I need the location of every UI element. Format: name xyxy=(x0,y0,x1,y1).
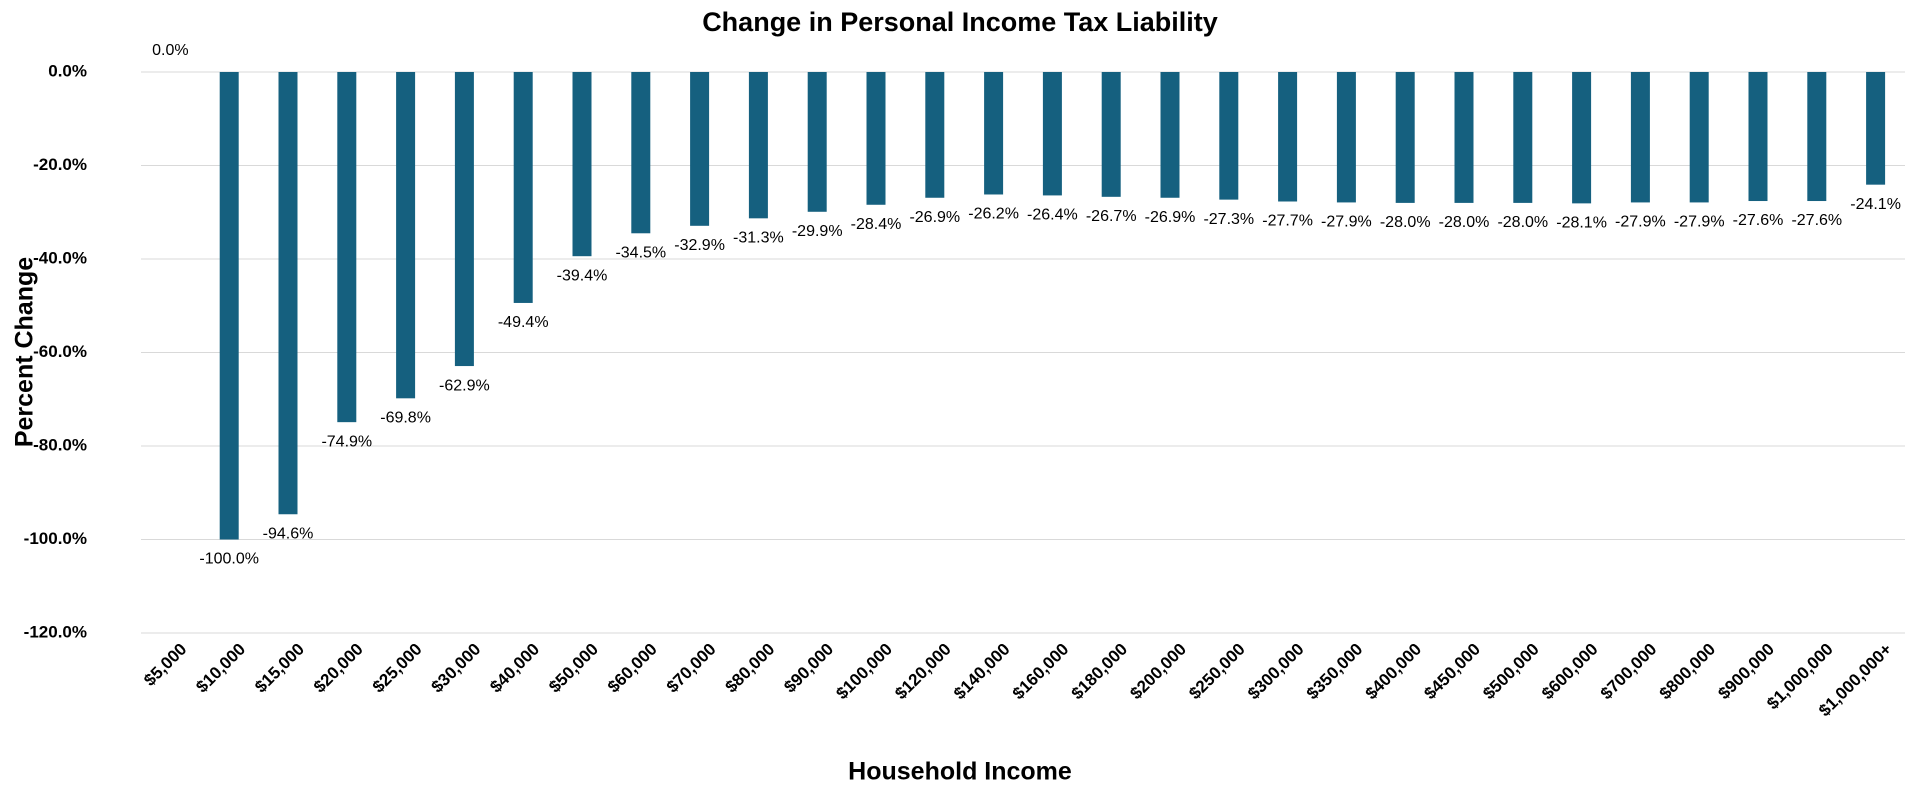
x-tick-label: $800,000 xyxy=(1656,640,1720,704)
x-tick-label: $400,000 xyxy=(1362,640,1426,704)
bar xyxy=(984,72,1004,195)
x-tick-label: $700,000 xyxy=(1597,640,1661,704)
x-tick-label: $90,000 xyxy=(780,640,837,697)
x-tick-label: $70,000 xyxy=(663,640,720,697)
data-label: -100.0% xyxy=(199,551,259,568)
x-tick-label: $30,000 xyxy=(428,640,485,697)
bar xyxy=(748,72,768,219)
x-tick-label: $60,000 xyxy=(604,640,661,697)
x-tick-label: $250,000 xyxy=(1185,640,1249,704)
x-tick-label: $20,000 xyxy=(310,640,367,697)
data-label: -26.7% xyxy=(1086,208,1137,225)
bar xyxy=(1395,72,1415,203)
x-tick-label: $80,000 xyxy=(722,640,779,697)
data-label: -94.6% xyxy=(263,525,314,542)
bar xyxy=(1866,72,1886,185)
y-tick-label: -60.0% xyxy=(33,342,87,361)
bar xyxy=(1572,72,1592,204)
bar xyxy=(219,72,239,540)
data-label: -27.9% xyxy=(1321,214,1372,231)
bar xyxy=(454,72,474,367)
x-tick-label: $180,000 xyxy=(1068,640,1132,704)
x-tick-label: $300,000 xyxy=(1244,640,1308,704)
y-axis-label: Percent Change xyxy=(11,257,39,447)
bar xyxy=(807,72,827,212)
bar xyxy=(1454,72,1474,203)
bar xyxy=(1042,72,1062,196)
bar xyxy=(572,72,592,257)
bar xyxy=(513,72,533,303)
y-tick-label: -20.0% xyxy=(33,155,87,174)
bar xyxy=(278,72,298,515)
bar xyxy=(866,72,886,205)
x-tick-label: $200,000 xyxy=(1126,640,1190,704)
data-label: 0.0% xyxy=(152,42,188,59)
x-tick-label: $15,000 xyxy=(251,640,308,697)
x-tick-label: $160,000 xyxy=(1009,640,1073,704)
x-tick-label: $500,000 xyxy=(1479,640,1543,704)
data-label: -34.5% xyxy=(615,245,666,262)
bar xyxy=(1336,72,1356,203)
data-label: -49.4% xyxy=(498,314,549,331)
data-label: -27.7% xyxy=(1262,213,1313,230)
x-tick-label: $600,000 xyxy=(1538,640,1602,704)
bar xyxy=(1513,72,1533,203)
y-tick-label: -40.0% xyxy=(33,248,87,267)
data-label: -74.9% xyxy=(321,433,372,450)
bar xyxy=(925,72,945,198)
bar xyxy=(1160,72,1180,198)
data-label: -28.0% xyxy=(1380,214,1431,231)
chart-title: Change in Personal Income Tax Liability xyxy=(702,7,1218,37)
data-label: -28.0% xyxy=(1497,214,1548,231)
bar xyxy=(1630,72,1650,203)
x-tick-label: $100,000 xyxy=(832,640,896,704)
bar xyxy=(1748,72,1768,202)
bar xyxy=(396,72,416,399)
data-label: -24.1% xyxy=(1850,196,1901,213)
data-label: -26.9% xyxy=(1145,209,1196,226)
x-tick-label: $140,000 xyxy=(950,640,1014,704)
x-tick-label: $10,000 xyxy=(192,640,249,697)
data-label: -27.6% xyxy=(1733,212,1784,229)
data-label: -69.8% xyxy=(380,410,431,427)
bar xyxy=(1278,72,1298,202)
data-label: -39.4% xyxy=(557,267,608,284)
y-tick-label: -100.0% xyxy=(24,529,87,548)
data-label: -26.9% xyxy=(909,209,960,226)
bar xyxy=(1807,72,1827,202)
data-label: -28.0% xyxy=(1439,214,1490,231)
data-label: -27.3% xyxy=(1203,211,1254,228)
x-tick-label: $120,000 xyxy=(891,640,955,704)
bar xyxy=(1219,72,1239,200)
x-tick-label: $350,000 xyxy=(1303,640,1367,704)
data-label: -62.9% xyxy=(439,377,490,394)
bar xyxy=(631,72,651,234)
bar xyxy=(337,72,357,423)
data-label: -29.9% xyxy=(792,223,843,240)
bar xyxy=(1689,72,1709,203)
x-axis-label: Household Income xyxy=(848,758,1072,785)
y-tick-label: -120.0% xyxy=(24,622,87,641)
data-label: -26.4% xyxy=(1027,207,1078,224)
data-label: -31.3% xyxy=(733,230,784,247)
data-label: -27.6% xyxy=(1791,212,1842,229)
bar xyxy=(1101,72,1121,197)
y-tick-label: 0.0% xyxy=(48,61,87,80)
data-label: -26.2% xyxy=(968,206,1019,223)
data-label: -27.9% xyxy=(1615,214,1666,231)
data-label: -32.9% xyxy=(674,237,725,254)
x-tick-label: $450,000 xyxy=(1420,640,1484,704)
data-label: -27.9% xyxy=(1674,214,1725,231)
data-label: -28.1% xyxy=(1556,215,1607,232)
bar xyxy=(690,72,710,226)
y-tick-label: -80.0% xyxy=(33,435,87,454)
x-tick-label: $25,000 xyxy=(369,640,426,697)
x-tick-label: $5,000 xyxy=(140,640,190,690)
data-label: -28.4% xyxy=(851,216,902,233)
x-tick-label: $40,000 xyxy=(486,640,543,697)
x-tick-label: $50,000 xyxy=(545,640,602,697)
